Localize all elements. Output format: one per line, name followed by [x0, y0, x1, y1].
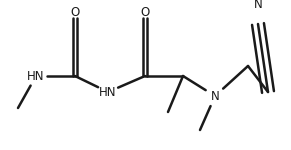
Text: N: N — [211, 90, 219, 102]
Text: HN: HN — [99, 85, 117, 99]
Text: O: O — [70, 6, 80, 18]
Text: N: N — [254, 0, 262, 12]
Text: O: O — [140, 6, 150, 18]
Text: HN: HN — [27, 69, 45, 82]
